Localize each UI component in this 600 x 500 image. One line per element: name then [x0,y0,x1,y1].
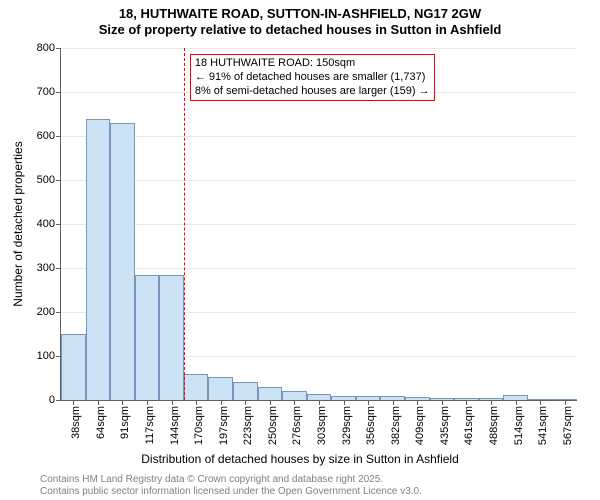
x-axis-title: Distribution of detached houses by size … [0,452,600,466]
xtick-mark [442,400,443,405]
xtick-label: 170sqm [193,406,205,445]
gridline [61,224,577,225]
xtick-mark [393,400,394,405]
gridline [61,136,577,137]
bar [184,374,209,400]
xtick-label: 329sqm [341,406,353,445]
xtick-mark [294,400,295,405]
ytick-label: 600 [37,130,61,142]
bar [61,334,86,400]
chart-titles: 18, HUTHWAITE ROAD, SUTTON-IN-ASHFIELD, … [0,6,600,39]
xtick-mark [98,400,99,405]
xtick-label: 276sqm [291,406,303,445]
bar [86,119,111,400]
xtick-label: 197sqm [218,406,230,445]
xtick-mark [196,400,197,405]
ytick-label: 100 [37,350,61,362]
xtick-label: 435sqm [439,406,451,445]
ytick-label: 0 [49,394,61,406]
xtick-mark [245,400,246,405]
ytick-label: 700 [37,86,61,98]
xtick-mark [565,400,566,405]
xtick-label: 117sqm [144,406,156,444]
xtick-label: 541sqm [537,406,549,445]
ytick-label: 800 [37,42,61,54]
gridline [61,180,577,181]
ytick-label: 400 [37,218,61,230]
xtick-mark [466,400,467,405]
bar [208,377,233,400]
annotation-line2: ← 91% of detached houses are smaller (1,… [195,71,430,85]
xtick-mark [417,400,418,405]
ytick-label: 200 [37,306,61,318]
xtick-mark [73,400,74,405]
bar [233,382,258,400]
y-axis-title: Number of detached properties [11,141,25,306]
xtick-label: 514sqm [513,406,525,445]
xtick-label: 356sqm [365,406,377,445]
xtick-label: 409sqm [414,406,426,445]
annotation-line1: 18 HUTHWAITE ROAD: 150sqm [195,57,430,71]
ytick-label: 300 [37,262,61,274]
xtick-label: 144sqm [169,406,181,445]
chart-root: 18, HUTHWAITE ROAD, SUTTON-IN-ASHFIELD, … [0,0,600,500]
xtick-label: 38sqm [70,406,82,439]
xtick-label: 303sqm [316,406,328,445]
annotation-box: 18 HUTHWAITE ROAD: 150sqm← 91% of detach… [190,54,435,101]
xtick-label: 223sqm [242,406,254,445]
xtick-mark [368,400,369,405]
xtick-label: 461sqm [463,406,475,445]
gridline [61,48,577,49]
xtick-label: 64sqm [95,406,107,439]
xtick-mark [122,400,123,405]
plot-area: 010020030040050060070080038sqm64sqm91sqm… [60,48,577,401]
chart-title-line1: 18, HUTHWAITE ROAD, SUTTON-IN-ASHFIELD, … [0,6,600,22]
xtick-mark [516,400,517,405]
reference-line [184,48,185,400]
xtick-mark [270,400,271,405]
xtick-mark [540,400,541,405]
bar [110,123,135,400]
bar [135,275,160,400]
chart-title-line2: Size of property relative to detached ho… [0,22,600,38]
gridline [61,268,577,269]
xtick-label: 567sqm [562,406,574,445]
xtick-label: 91sqm [119,406,131,439]
xtick-mark [221,400,222,405]
xtick-mark [319,400,320,405]
xtick-mark [172,400,173,405]
xtick-mark [147,400,148,405]
annotation-line3: 8% of semi-detached houses are larger (1… [195,85,430,99]
ytick-label: 500 [37,174,61,186]
bar [159,275,184,400]
bar [282,391,307,400]
footer-line2: Contains public sector information licen… [40,486,600,498]
bar [258,387,283,400]
xtick-mark [491,400,492,405]
xtick-label: 382sqm [390,406,402,445]
xtick-label: 250sqm [267,406,279,445]
footer-line1: Contains HM Land Registry data © Crown c… [40,474,600,486]
xtick-mark [344,400,345,405]
attribution-footer: Contains HM Land Registry data © Crown c… [0,474,600,498]
xtick-label: 488sqm [488,406,500,445]
